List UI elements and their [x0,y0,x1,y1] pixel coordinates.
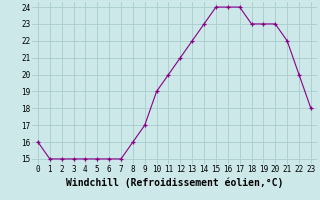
X-axis label: Windchill (Refroidissement éolien,°C): Windchill (Refroidissement éolien,°C) [66,177,283,188]
